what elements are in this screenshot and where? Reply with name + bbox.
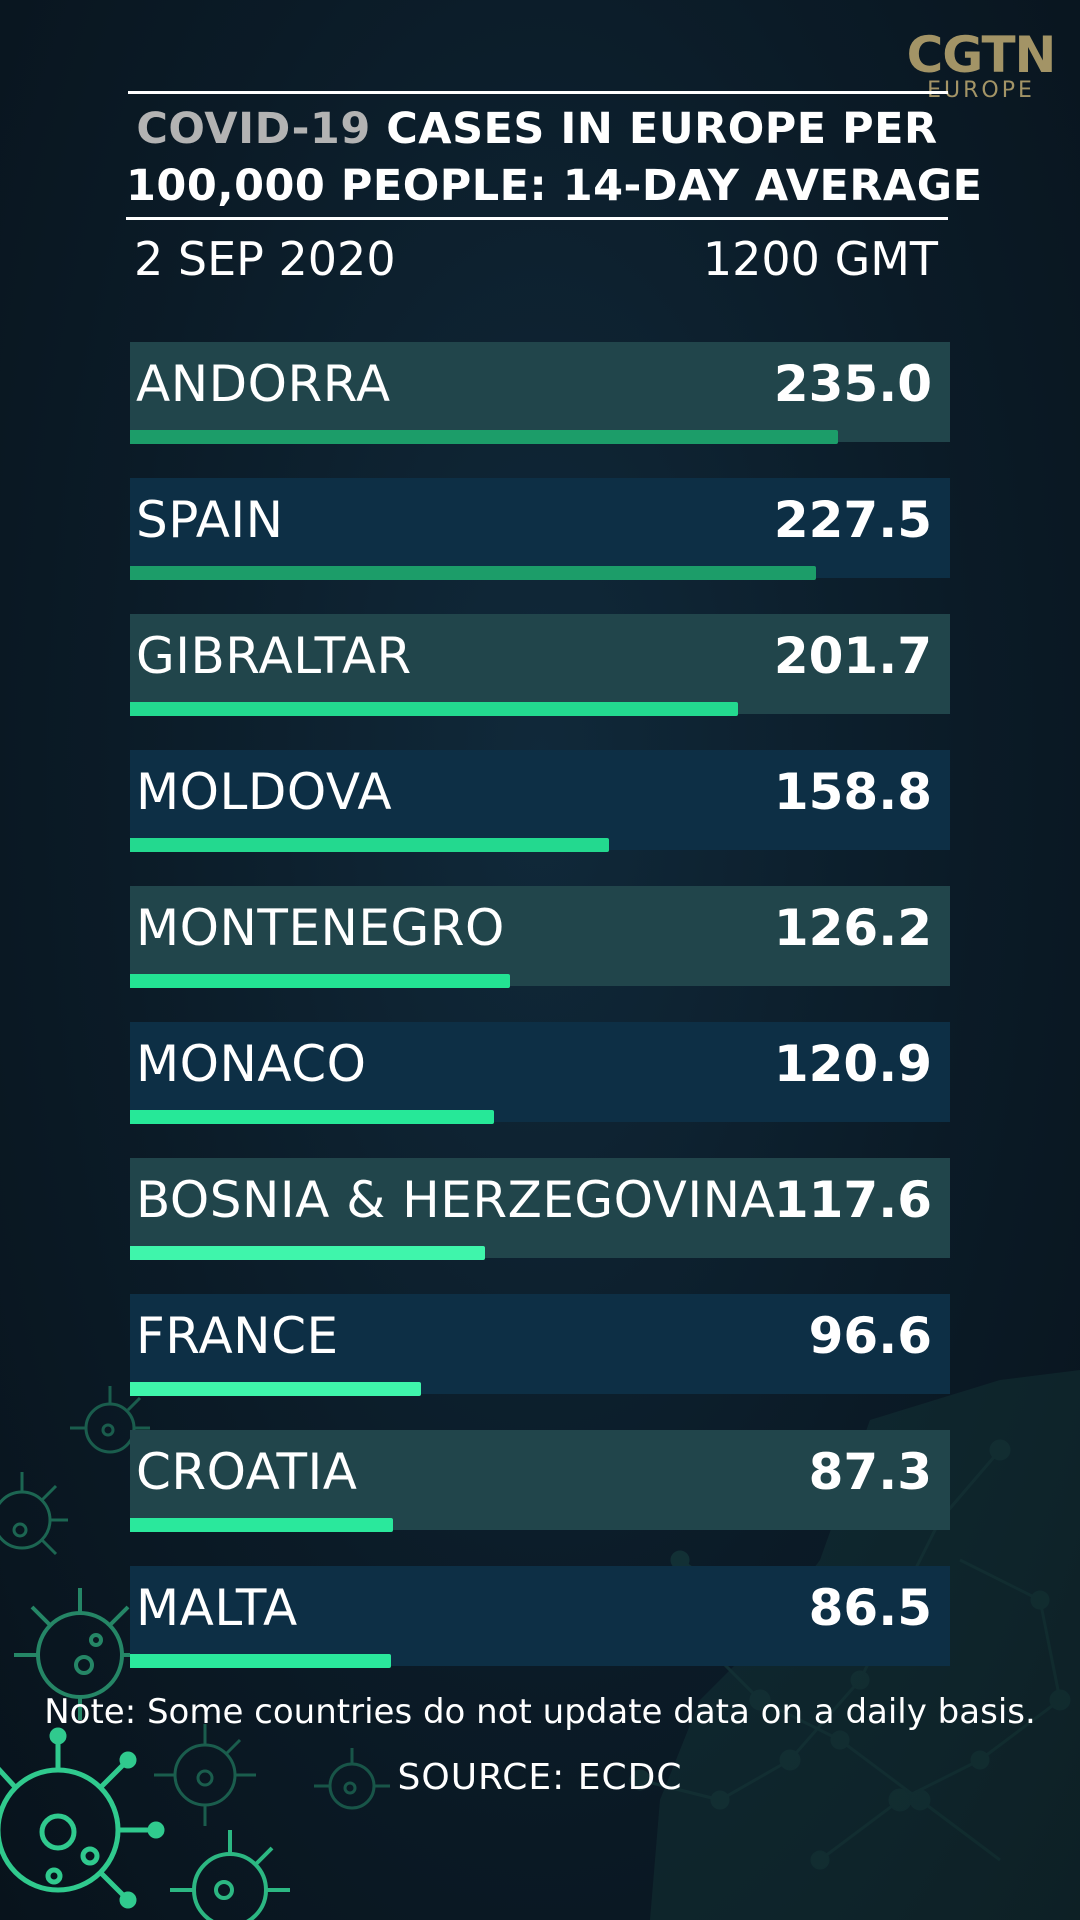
bar-row-background <box>130 1158 950 1258</box>
bar-row-background <box>130 478 950 578</box>
bar-value-label: 235.0 <box>773 355 932 413</box>
bar-value-label: 120.9 <box>773 1035 932 1093</box>
bar-row-background <box>130 1566 950 1666</box>
bar-value-label: 201.7 <box>773 627 932 685</box>
bar-category-label: BOSNIA & HERZEGOVINA <box>136 1171 776 1229</box>
bar-row-background <box>130 1022 950 1122</box>
bar-row: ANDORRA 235.0 <box>130 342 950 444</box>
virus-icon-small-3 <box>154 1724 256 1826</box>
virus-icon-small-5 <box>170 1830 290 1920</box>
bar <box>130 838 609 852</box>
bar-value-label: 227.5 <box>773 491 932 549</box>
bar-row: MONTENEGRO 126.2 <box>130 886 950 988</box>
bar <box>130 1110 494 1124</box>
bar-category-label: GIBRALTAR <box>136 627 412 685</box>
date-label: 2 SEP 2020 <box>134 232 396 286</box>
bar-value-label: 126.2 <box>773 899 932 957</box>
title-rest: CASES IN EUROPE PER <box>386 104 938 154</box>
bar-row-background <box>130 1430 950 1530</box>
bar-row-background <box>130 342 950 442</box>
bar <box>130 702 738 716</box>
bar-category-label: ANDORRA <box>136 355 391 413</box>
bar-category-label: MONACO <box>136 1035 367 1093</box>
bar <box>130 1382 421 1396</box>
chart-title-line-1: COVID-19 CASES IN EUROPE PER <box>126 101 948 158</box>
bar <box>130 1654 391 1668</box>
bar-value-label: 86.5 <box>808 1579 932 1637</box>
bar-row: FRANCE 96.6 <box>130 1294 950 1396</box>
virus-icon-large <box>0 1727 165 1909</box>
bar-category-label: MONTENEGRO <box>136 899 505 957</box>
bar-category-label: SPAIN <box>136 491 284 549</box>
virus-icon-small-2 <box>70 1386 150 1454</box>
virus-icon-medium <box>14 1588 146 1720</box>
virus-icon-small-1 <box>0 1472 68 1556</box>
title-rule-bottom <box>126 217 948 220</box>
chart-title-line-2: 100,000 PEOPLE: 14-DAY AVERAGE <box>126 161 983 211</box>
bar-value-label: 158.8 <box>773 763 932 821</box>
bar-chart: ANDORRA 235.0 SPAIN 227.5 GIBRALTAR 201.7 MOLD… <box>130 342 950 1702</box>
bar <box>130 566 816 580</box>
bar-row-background <box>130 614 950 714</box>
cgtn-europe-logo: CGTN EUROPE <box>906 26 1057 103</box>
bar-category-label: CROATIA <box>136 1443 358 1501</box>
bar-row: MONACO 120.9 <box>130 1022 950 1124</box>
bar <box>130 1246 485 1260</box>
bar <box>130 974 510 988</box>
bar-value-label: 96.6 <box>808 1307 932 1365</box>
time-label: 1200 GMT <box>702 232 938 286</box>
footnote: Note: Some countries do not update data … <box>44 1692 1036 1732</box>
bar <box>130 430 838 444</box>
bar-value-label: 87.3 <box>808 1443 932 1501</box>
bar-row-background <box>130 886 950 986</box>
virus-icon-small-4 <box>314 1748 390 1810</box>
bar-category-label: MOLDOVA <box>136 763 393 821</box>
bar-row: CROATIA 87.3 <box>130 1430 950 1532</box>
logo-sub-text: EUROPE <box>927 78 1035 103</box>
bar-row: SPAIN 227.5 <box>130 478 950 580</box>
bar-row: MALTA 86.5 <box>130 1566 950 1668</box>
source-credit: SOURCE: ECDC <box>397 1757 683 1798</box>
logo-main-text: CGTN <box>906 26 1057 84</box>
bar-value-label: 117.6 <box>773 1171 932 1229</box>
title-highlight: COVID-19 <box>136 104 371 154</box>
bar-row: GIBRALTAR 201.7 <box>130 614 950 716</box>
chart-title: COVID-19 CASES IN EUROPE PER 100,000 PEO… <box>126 101 983 215</box>
bar <box>130 1518 393 1532</box>
bar-category-label: FRANCE <box>136 1307 339 1365</box>
bar-row: MOLDOVA 158.8 <box>130 750 950 852</box>
bar-row-background <box>130 750 950 850</box>
title-rule-top <box>128 91 948 94</box>
bar-category-label: MALTA <box>136 1579 298 1637</box>
bar-row: BOSNIA & HERZEGOVINA 117.6 <box>130 1158 950 1260</box>
bar-row-background <box>130 1294 950 1394</box>
